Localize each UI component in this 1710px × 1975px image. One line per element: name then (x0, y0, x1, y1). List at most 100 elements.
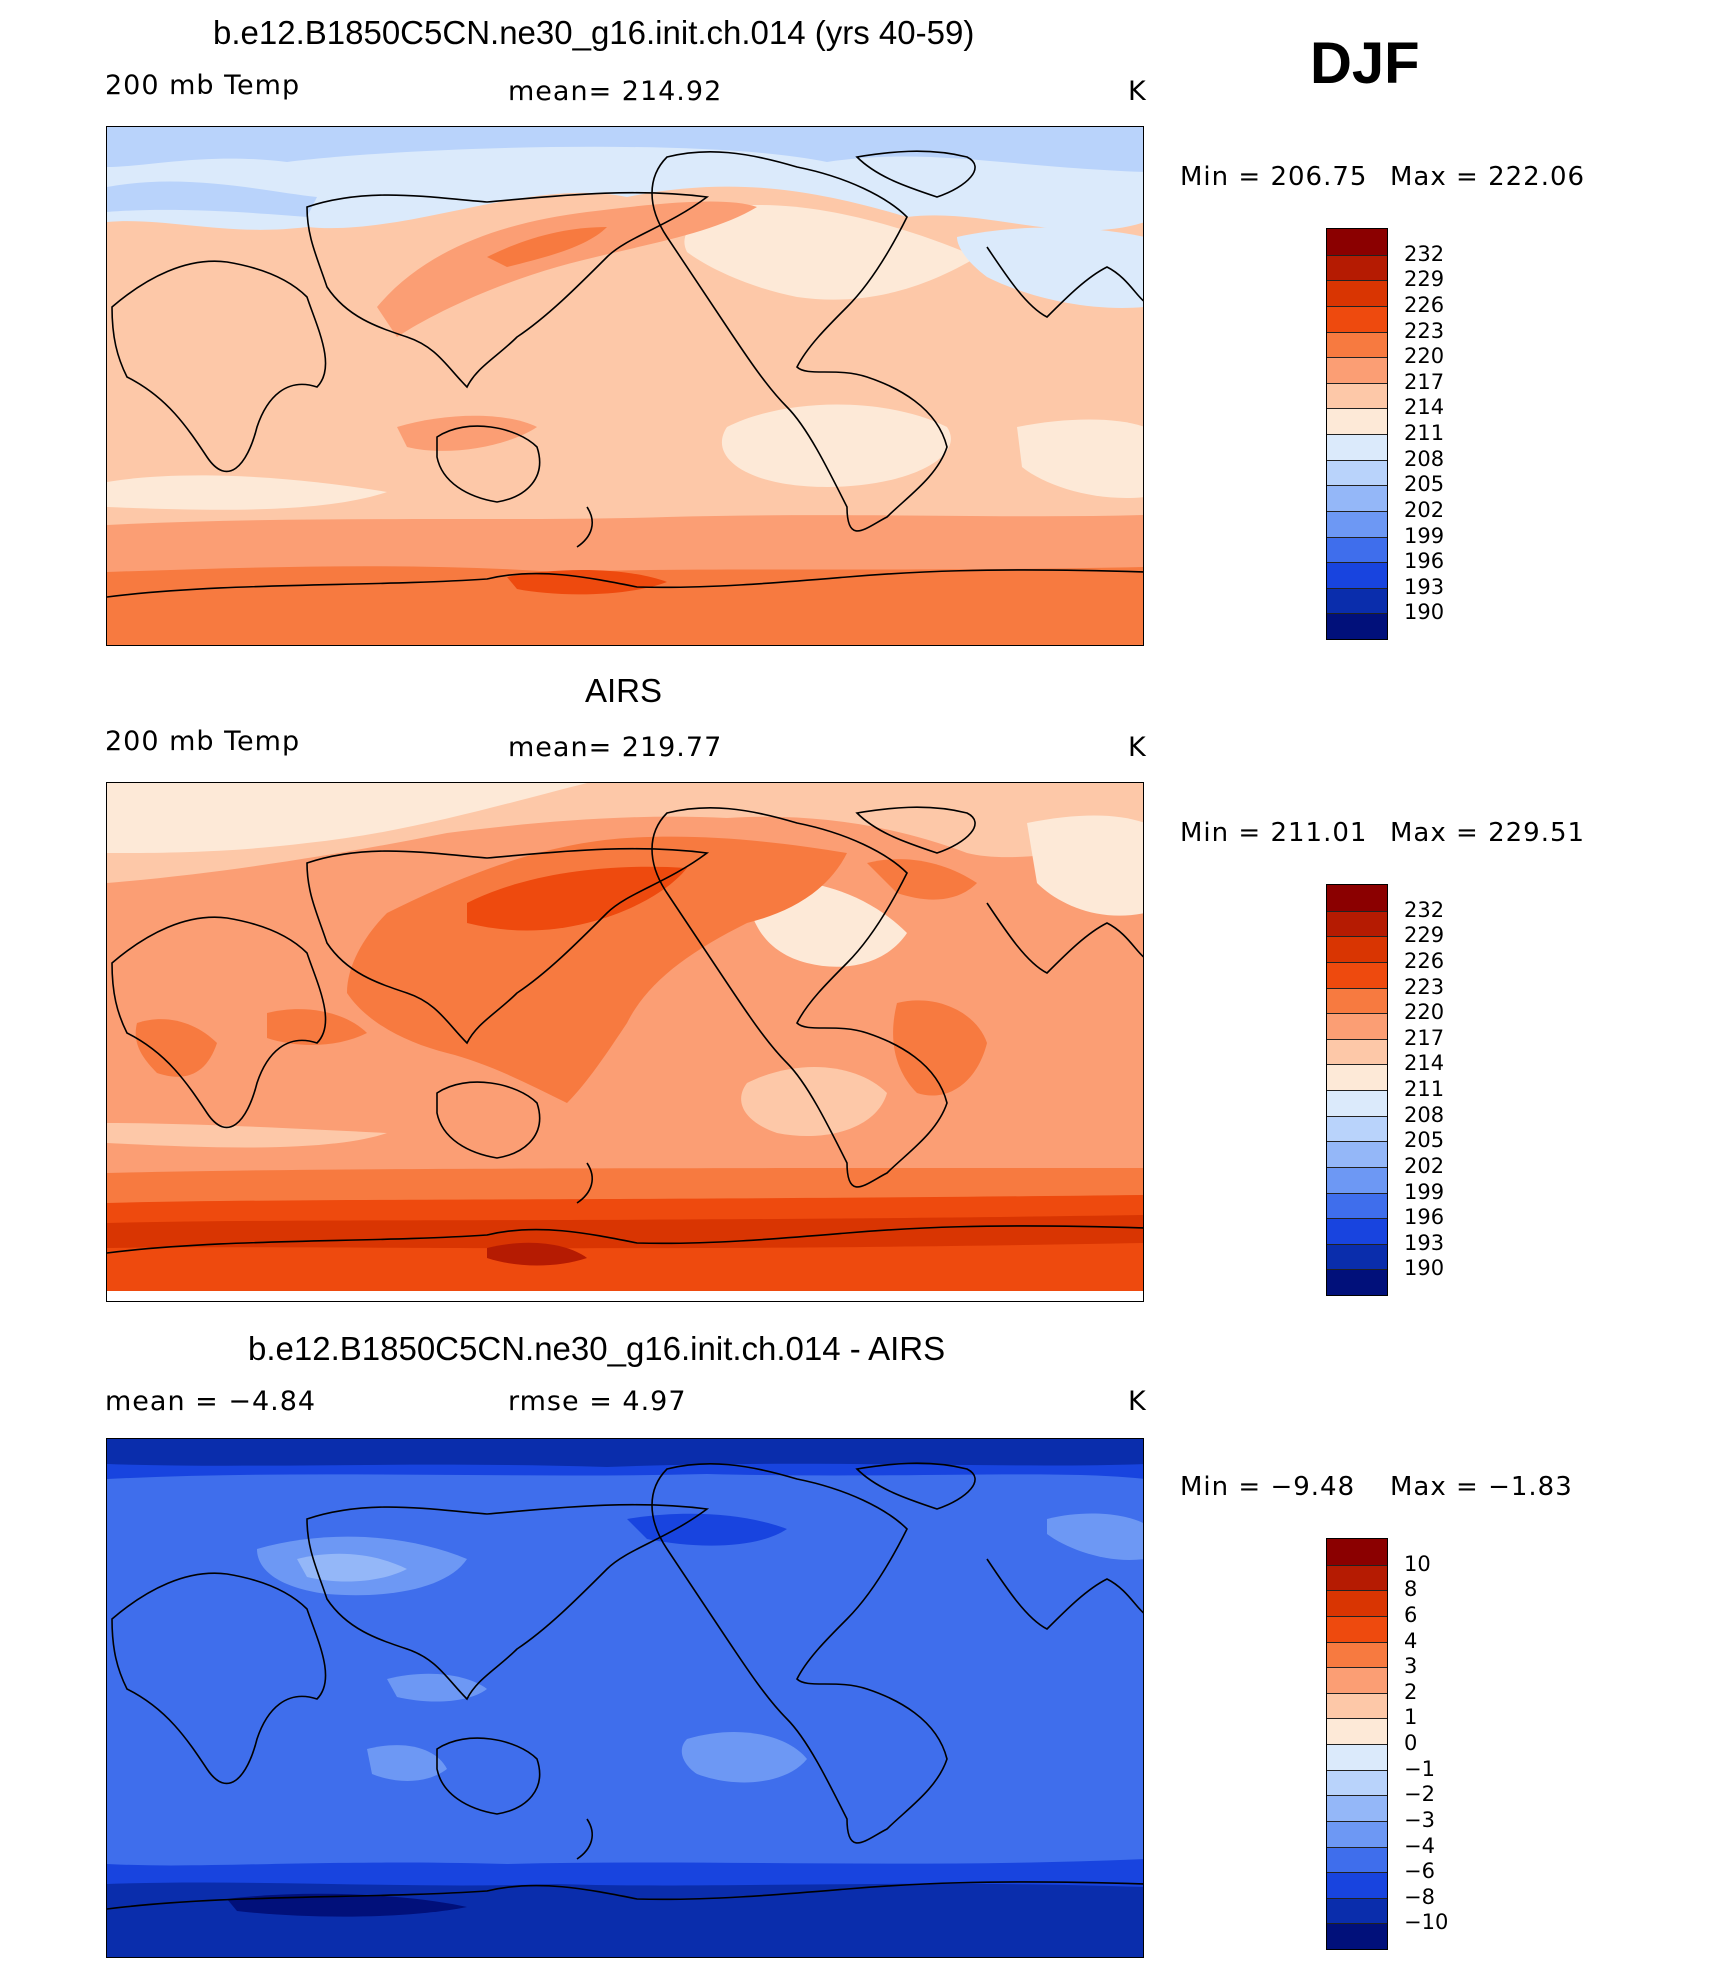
colorbar-tick-label: 1 (1404, 1705, 1418, 1730)
colorbar-swatch (1327, 1243, 1387, 1270)
colorbar-swatch (1327, 1872, 1387, 1898)
colorbar-tick-label: 205 (1404, 1128, 1445, 1153)
panel-2-variable-label: 200 mb Temp (105, 726, 301, 757)
colorbar-swatch (1327, 536, 1387, 563)
colorbar-tick-label: −3 (1404, 1807, 1435, 1832)
colorbar-tick-label: −10 (1404, 1910, 1449, 1935)
colorbar-tick-label: 217 (1404, 1025, 1445, 1050)
panel-3-mean-label: mean = −4.84 (105, 1386, 317, 1417)
colorbar-tick-label: 199 (1404, 523, 1445, 548)
panel-3-max-text: Max = −1.83 (1390, 1472, 1573, 1502)
colorbar-swatch (1327, 562, 1387, 588)
colorbar-tick-label: 202 (1404, 1153, 1445, 1178)
colorbar-swatch (1327, 1692, 1387, 1719)
colorbar-swatch (1327, 1115, 1387, 1142)
season-label: DJF (1310, 31, 1420, 96)
panel-2-title: AIRS (585, 672, 663, 709)
colorbar-swatch (1327, 1744, 1387, 1770)
panel-2-max-text: Max = 229.51 (1390, 818, 1586, 848)
colorbar-tick-label: 232 (1404, 241, 1445, 266)
colorbar-tick-label: 193 (1404, 574, 1445, 599)
colorbar-tick-label: 211 (1404, 421, 1445, 445)
colorbar-tick-label: 217 (1404, 369, 1445, 394)
colorbar-tick-label: 4 (1404, 1628, 1418, 1653)
colorbar-swatch (1327, 331, 1387, 358)
colorbar-swatch (1327, 459, 1387, 486)
colorbar-box (1326, 228, 1388, 640)
colorbar-tick-label: −6 (1404, 1859, 1435, 1884)
panel-3-title: b.e12.B1850C5CN.ne30_g16.init.ch.014 - A… (248, 1330, 946, 1367)
colorbar-swatch (1327, 229, 1387, 255)
panel-3-rmse-label: rmse = 4.97 (508, 1386, 687, 1417)
colorbar-swatch (1327, 1064, 1387, 1090)
colorbar-tick-label: 196 (1404, 549, 1445, 574)
colorbar-swatch (1327, 1166, 1387, 1193)
colorbar-swatch (1327, 408, 1387, 434)
colorbar-tick-label: 2 (1404, 1679, 1418, 1704)
colorbar-tick-label: 229 (1404, 267, 1445, 292)
colorbar-tick-label: 211 (1404, 1077, 1445, 1101)
colorbar-tick-label: 205 (1404, 472, 1445, 497)
panel-1-units-label: K (1128, 76, 1147, 107)
colorbar-tick-label: 223 (1404, 974, 1445, 999)
colorbar-tick-label: 232 (1404, 897, 1445, 922)
panel-1-mean-label: mean= 214.92 (508, 76, 723, 107)
colorbar-tick-label: 3 (1404, 1654, 1418, 1679)
colorbar-tick-label: −4 (1404, 1833, 1435, 1858)
colorbar-swatch (1327, 961, 1387, 988)
colorbar-box (1326, 1538, 1388, 1950)
panel-2-colorbar: 232 229 226 223 220 217 214 211 208 205 202 199 196 1… (1326, 884, 1444, 1296)
colorbar-tick-label: 208 (1404, 446, 1445, 471)
colorbar-swatch (1327, 1269, 1387, 1295)
colorbar-swatch (1327, 1846, 1387, 1873)
colorbar-swatch (1327, 382, 1387, 409)
panel-3-units-label: K (1128, 1386, 1147, 1417)
colorbar-swatch (1327, 1641, 1387, 1668)
colorbar-tick-label: 193 (1404, 1230, 1445, 1255)
colorbar-swatch (1327, 1539, 1387, 1565)
colorbar-swatch (1327, 1590, 1387, 1616)
colorbar-swatch (1327, 305, 1387, 332)
colorbar-tick-label: 202 (1404, 497, 1445, 522)
panel-2-min-text: Min = 211.01 (1180, 818, 1368, 848)
colorbar-swatch (1327, 1769, 1387, 1796)
colorbar-swatch (1327, 1090, 1387, 1116)
panel-1-map (106, 126, 1144, 646)
colorbar-swatch (1327, 1038, 1387, 1065)
panel-3-colorbar: 10 8 6 4 3 2 1 0 −1 −2 −3 −4 −6 −8 −10 (1326, 1538, 1448, 1950)
colorbar-swatch (1327, 434, 1387, 460)
colorbar-swatch (1327, 936, 1387, 962)
colorbar-tick-label: 214 (1404, 395, 1445, 420)
colorbar-swatch (1327, 587, 1387, 614)
colorbar-swatch (1327, 1795, 1387, 1821)
colorbar-tick-label: 223 (1404, 318, 1445, 343)
panel-1-max-text: Max = 222.06 (1390, 162, 1586, 192)
colorbar-tick-label: 6 (1404, 1602, 1418, 1627)
colorbar-swatch (1327, 280, 1387, 306)
colorbar-swatch (1327, 1013, 1387, 1039)
colorbar-swatch (1327, 987, 1387, 1014)
colorbar-tick-label: 10 (1404, 1551, 1431, 1576)
colorbar-swatch (1327, 1820, 1387, 1847)
colorbar-swatch (1327, 1897, 1387, 1924)
panel-1-title: b.e12.B1850C5CN.ne30_g16.init.ch.014 (yr… (213, 14, 975, 51)
colorbar-tick-label: 229 (1404, 923, 1445, 948)
colorbar-tick-label: 220 (1404, 1000, 1445, 1025)
colorbar-swatch (1327, 1667, 1387, 1693)
panel-1-colorbar: 232 229 226 223 220 217 214 211 208 205 202 199 196 1… (1326, 228, 1444, 640)
colorbar-swatch (1327, 1192, 1387, 1219)
colorbar-tick-label: 196 (1404, 1205, 1445, 1230)
colorbar-swatch (1327, 1564, 1387, 1591)
colorbar-swatch (1327, 254, 1387, 281)
colorbar-tick-label: 220 (1404, 344, 1445, 369)
colorbar-tick-label: 226 (1404, 948, 1445, 973)
colorbar-swatch (1327, 910, 1387, 937)
colorbar-tick-label: −1 (1404, 1756, 1435, 1781)
colorbar-tick-label: 0 (1404, 1731, 1418, 1755)
colorbar-box (1326, 884, 1388, 1296)
panel-2-mean-label: mean= 219.77 (508, 732, 723, 763)
colorbar-tick-label: 208 (1404, 1102, 1445, 1127)
colorbar-swatch (1327, 1718, 1387, 1744)
colorbar-swatch (1327, 510, 1387, 537)
colorbar-swatch (1327, 613, 1387, 639)
